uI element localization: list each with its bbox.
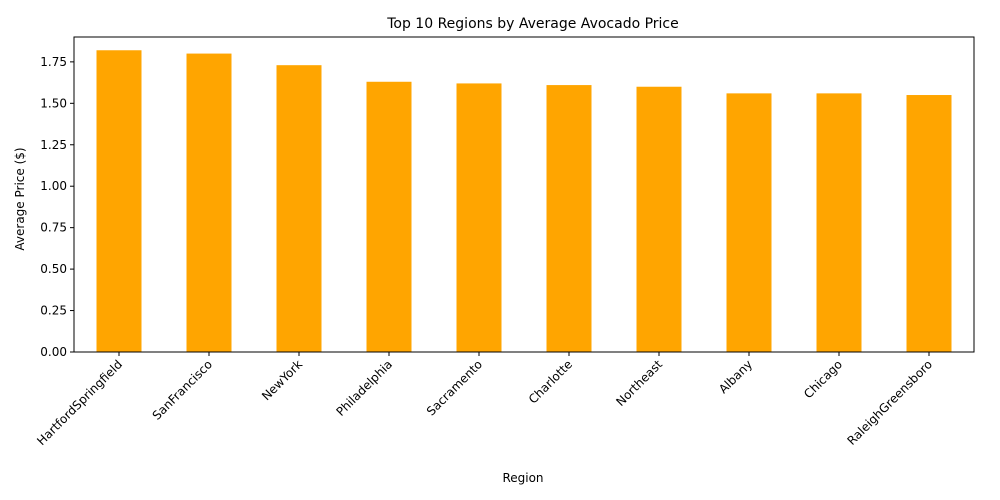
x-tick-label: SanFrancisco (150, 357, 215, 422)
y-tick-label: 0.50 (40, 262, 67, 276)
bar-Northeast (636, 86, 682, 352)
bar-Philadelphia (366, 81, 412, 353)
x-tick-label: Chicago (801, 357, 845, 401)
x-axis-label: Region (502, 471, 543, 485)
y-axis-label: Average Price ($) (13, 147, 27, 250)
y-tick-label: 1.00 (40, 179, 67, 193)
bar-Chicago (816, 93, 862, 353)
x-tick-label: Albany (716, 357, 755, 396)
bar-NewYork (276, 65, 322, 353)
x-tick-label: HartfordSpringfield (34, 357, 125, 448)
y-tick-label: 0.25 (40, 304, 67, 318)
x-tick-label: NewYork (259, 357, 305, 403)
y-axis: 0.00 0.25 0.50 0.75 1.00 1.25 1.50 1.75 (40, 55, 74, 359)
x-tick-label: Philadelphia (334, 357, 396, 419)
bar-RaleighGreensboro (906, 95, 952, 353)
y-tick-label: 1.25 (40, 138, 67, 152)
bars-group (96, 50, 952, 353)
bar-SanFrancisco (186, 53, 232, 352)
x-axis: HartfordSpringfield SanFrancisco NewYork Ph… (34, 352, 935, 448)
bar-HartfordSpringfield (96, 50, 142, 353)
bar-Charlotte (546, 85, 592, 352)
bar-Albany (726, 93, 772, 353)
bar-Sacramento (456, 83, 502, 352)
y-tick-label: 0.00 (40, 345, 67, 359)
y-tick-label: 1.50 (40, 96, 67, 110)
y-tick-label: 1.75 (40, 55, 67, 69)
x-tick-label: Northeast (613, 357, 665, 409)
plot-frame (73, 36, 975, 353)
y-tick-label: 0.75 (40, 221, 67, 235)
x-tick-label: RaleighGreensboro (844, 357, 935, 448)
x-tick-label: Charlotte (526, 357, 575, 406)
x-tick-label: Sacramento (424, 357, 485, 418)
chart-title: Top 10 Regions by Average Avocado Price (386, 16, 679, 32)
